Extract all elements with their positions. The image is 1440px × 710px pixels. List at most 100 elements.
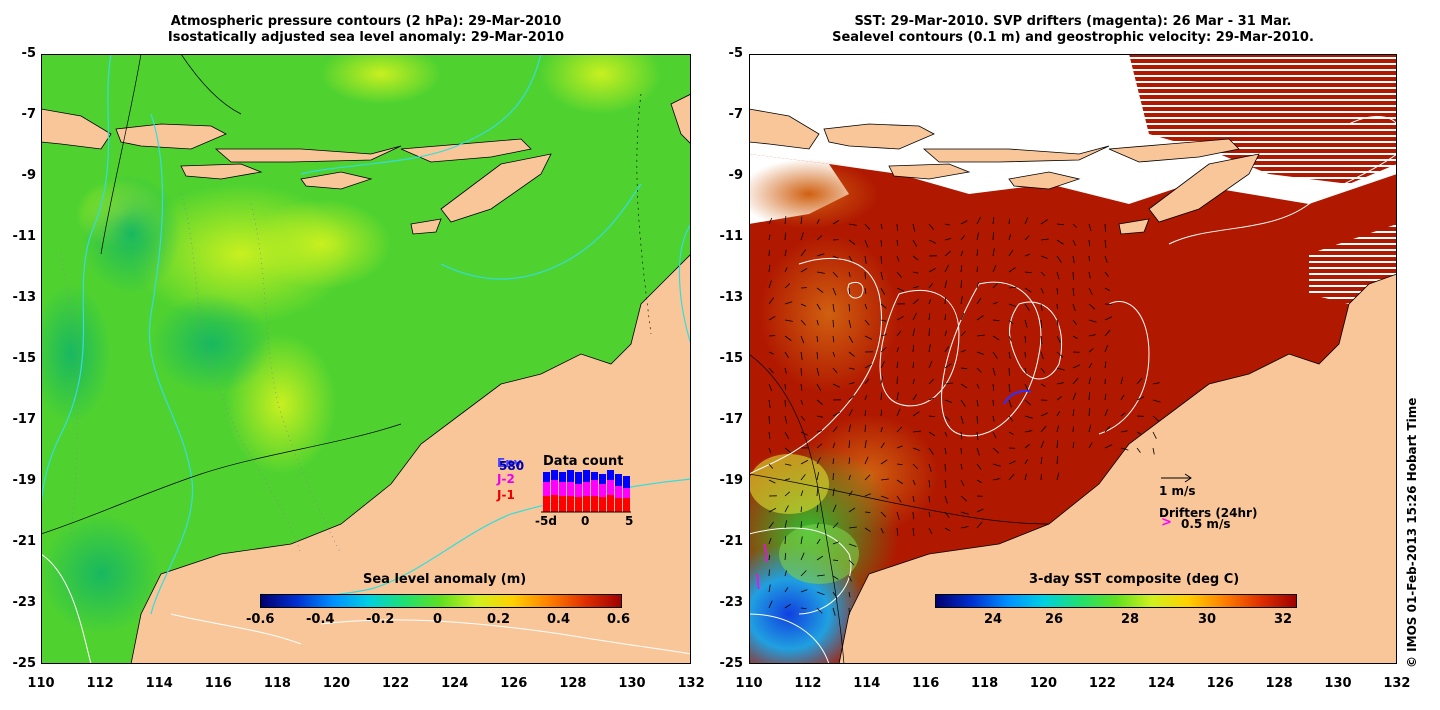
velocity-arrow	[1056, 271, 1060, 280]
velocity-arrow	[1104, 287, 1111, 292]
velocity-arrow	[816, 367, 820, 376]
data-count-inset: Data count Env 580 J-2 J-1 -5d 0 5	[495, 452, 655, 532]
right-lat-tick-label: -5	[728, 46, 743, 61]
data-count-bar	[591, 496, 598, 512]
velocity-arrow	[1024, 235, 1030, 241]
velocity-arrow	[1120, 412, 1126, 417]
velocity-arrow	[1008, 399, 1012, 408]
velocity-arrow	[784, 249, 787, 257]
velocity-arrow	[1104, 408, 1109, 417]
velocity-arrow	[896, 376, 898, 385]
left-lon-tick-label: 130	[618, 676, 646, 691]
velocity-arrow	[768, 415, 770, 424]
data-count-bar	[575, 497, 582, 512]
velocity-arrow	[784, 267, 788, 273]
velocity-arrow	[864, 255, 867, 264]
velocity-arrow	[1040, 457, 1043, 465]
velocity-arrow	[880, 303, 887, 309]
velocity-arrow	[880, 223, 883, 230]
velocity-arrow	[880, 376, 884, 385]
velocity-arrow	[864, 409, 867, 417]
velocity-arrow	[816, 591, 825, 596]
left-lon-tick-label: 122	[382, 676, 410, 691]
velocity-arrow	[944, 296, 946, 305]
velocity-arrow	[944, 363, 952, 369]
velocity-arrow	[816, 399, 823, 405]
velocity-arrow	[768, 367, 774, 374]
velocity-arrow	[864, 511, 871, 513]
velocity-arrow	[976, 367, 982, 373]
left-lon-tick-label: 126	[500, 676, 528, 691]
velocity-arrow	[768, 280, 772, 289]
right-lon-tick-label: 124	[1147, 676, 1175, 691]
velocity-arrow	[976, 431, 979, 440]
velocity-arrow	[768, 479, 776, 484]
drifters-label: Drifters (24hr)	[1159, 506, 1258, 520]
velocity-arrow	[848, 382, 855, 385]
right-lon-tick-label: 122	[1088, 676, 1116, 691]
velocity-arrow	[960, 250, 964, 257]
velocity-arrow	[1072, 239, 1076, 246]
velocity-arrow	[1040, 271, 1046, 277]
velocity-arrow	[928, 268, 936, 273]
velocity-arrow	[1024, 319, 1028, 328]
velocity-arrow	[800, 415, 806, 422]
velocity-arrow	[816, 335, 818, 343]
velocity-arrow	[928, 282, 934, 289]
left-lat-tick-label: -7	[21, 107, 36, 122]
data-count-bar	[543, 496, 550, 512]
velocity-arrow	[1024, 287, 1032, 293]
velocity-arrow	[1088, 408, 1091, 417]
velocity-arrow	[848, 507, 856, 513]
velocity-arrow	[1152, 415, 1160, 422]
right-colorbar-tick-3: 28	[1121, 612, 1140, 627]
velocity-arrow	[800, 232, 804, 241]
right-lon-tick-label: 110	[735, 676, 763, 691]
velocity-arrow	[896, 287, 905, 292]
velocity-arrow	[1104, 271, 1109, 277]
left-colorbar-tick-4: 0	[433, 612, 443, 627]
velocity-arrow	[928, 463, 932, 472]
velocity-arrow	[768, 264, 771, 273]
velocity-arrow	[800, 216, 803, 225]
velocity-arrow	[816, 319, 819, 326]
velocity-arrow	[1008, 233, 1012, 241]
velocity-arrow	[1088, 442, 1093, 449]
velocity-arrow	[848, 591, 851, 598]
right-colorbar-title: 3-day SST composite (deg C)	[1029, 572, 1240, 587]
velocity-arrow	[1072, 392, 1077, 401]
velocity-arrow	[1088, 362, 1093, 369]
velocity-arrow	[896, 511, 900, 520]
velocity-arrow	[864, 527, 871, 532]
velocity-arrow	[1072, 335, 1078, 339]
velocity-arrow	[816, 430, 823, 433]
velocity-arrow	[960, 495, 967, 502]
velocity-arrow	[800, 589, 808, 593]
velocity-arrow	[1072, 364, 1081, 369]
velocity-arrow	[1104, 425, 1111, 433]
velocity-arrow	[816, 303, 821, 310]
velocity-arrow	[864, 364, 872, 369]
velocity-arrow	[784, 383, 786, 390]
velocity-arrow	[880, 287, 886, 295]
velocity-arrow	[912, 527, 915, 536]
velocity-arrow	[960, 330, 966, 337]
velocity-arrow	[800, 335, 805, 344]
imos-credit: © IMOS 01-Feb-2013 15:26 Hobart Time	[1405, 397, 1419, 668]
velocity-arrow	[1008, 218, 1010, 225]
velocity-arrow	[816, 505, 819, 513]
velocity-arrow	[800, 268, 808, 273]
left-colorbar-tick-7: 0.6	[607, 612, 631, 627]
velocity-arrow	[1040, 319, 1042, 328]
data-count-bar	[559, 496, 566, 512]
velocity-arrow	[992, 283, 998, 289]
right-lat-tick-label: -9	[728, 168, 743, 183]
left-lon-tick-label: 114	[145, 676, 173, 691]
velocity-arrow	[1072, 319, 1077, 326]
velocity-arrow	[816, 488, 819, 497]
velocity-arrow	[816, 574, 825, 577]
left-lat-tick-label: -13	[12, 290, 37, 305]
velocity-arrow	[1104, 316, 1113, 321]
velocity-arrow	[1136, 431, 1143, 436]
velocity-arrow	[880, 347, 887, 353]
